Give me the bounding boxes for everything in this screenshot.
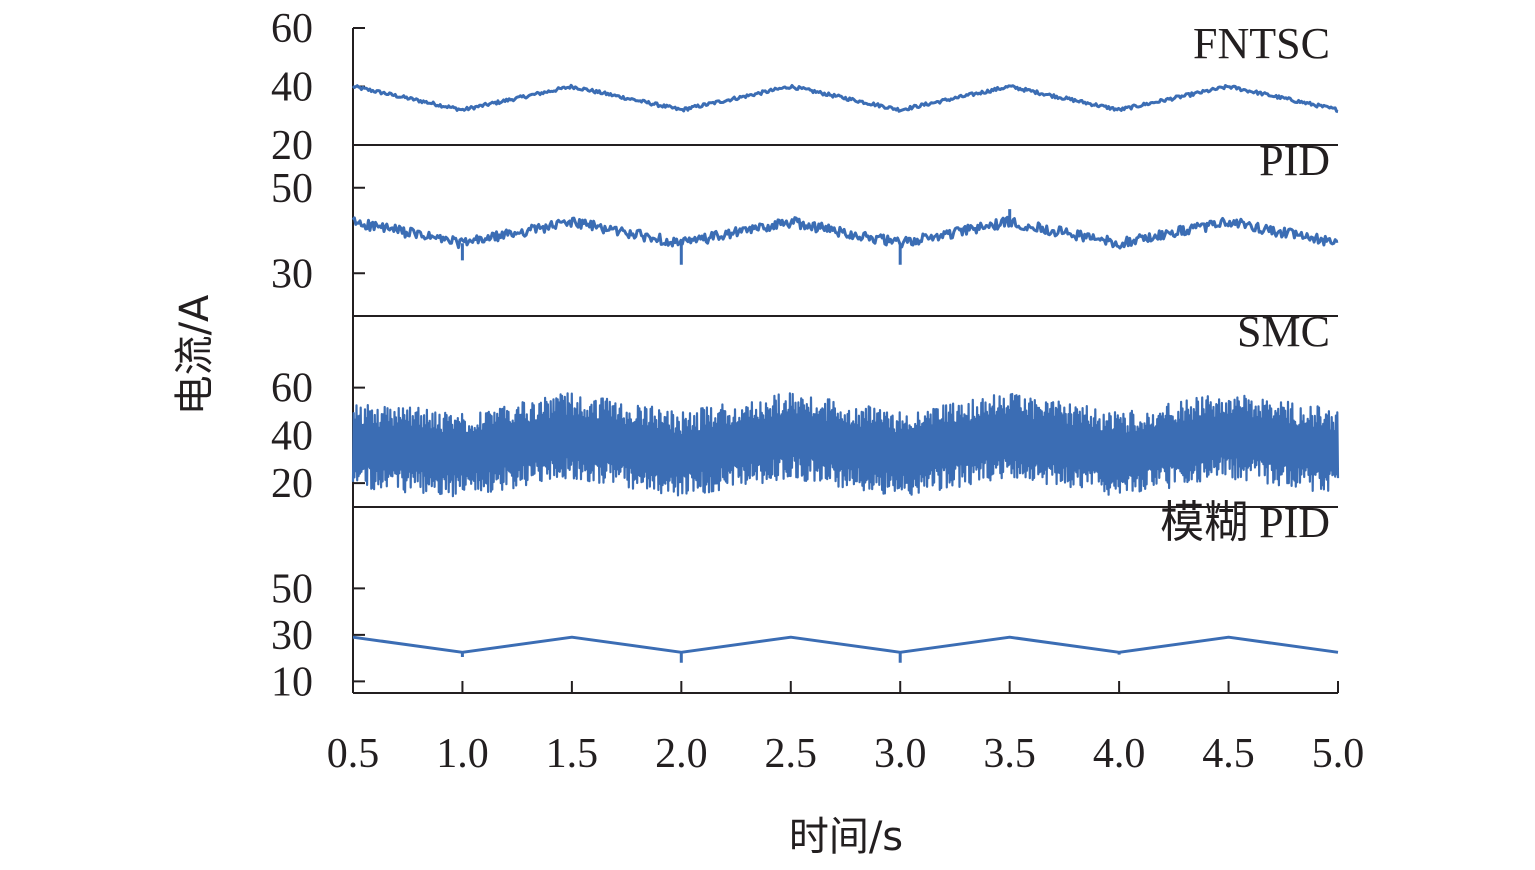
series-label: PID <box>1259 136 1330 185</box>
x-tick-label: 2.0 <box>655 731 708 777</box>
y-tick-label: 20 <box>271 461 313 507</box>
y-tick-label: 30 <box>271 613 313 659</box>
y-tick-label: 40 <box>271 65 313 111</box>
x-tick-label: 1.5 <box>546 731 599 777</box>
series-line <box>351 83 1339 114</box>
series-label: 模糊 PID <box>1160 498 1330 547</box>
x-tick-label: 1.0 <box>436 731 489 777</box>
x-tick-label: 4.5 <box>1202 731 1255 777</box>
y-tick-label: 60 <box>271 366 313 412</box>
x-axis: 0.5 1.0 1.5 2.0 2.5 3.0 3.5 4.0 4.5 5.0 <box>327 681 1365 777</box>
y-tick-label: 20 <box>271 123 313 169</box>
x-tick-label: 0.5 <box>327 731 380 777</box>
y-tick-label: 50 <box>271 566 313 612</box>
y-tick-label: 30 <box>271 251 313 297</box>
x-axis-title: 时间/s <box>789 814 903 860</box>
x-tick-label: 2.5 <box>765 731 818 777</box>
series-line <box>351 392 1340 498</box>
series-line <box>351 209 1339 265</box>
x-tick-label: 5.0 <box>1312 731 1365 777</box>
x-tick-label: 3.5 <box>983 731 1036 777</box>
panel-2: 50 30 PID <box>271 136 1339 317</box>
y-tick-label: 40 <box>271 413 313 459</box>
series-label: SMC <box>1237 307 1330 356</box>
series-label: FNTSC <box>1193 19 1330 68</box>
x-tick-label: 3.0 <box>874 731 927 777</box>
x-tick-label: 4.0 <box>1093 731 1146 777</box>
y-tick-label: 10 <box>271 659 313 705</box>
y-tick-label: 50 <box>271 166 313 212</box>
series-line <box>352 635 1339 663</box>
y-axis-title: 电流/A <box>172 294 218 415</box>
y-tick-label: 60 <box>271 6 313 52</box>
panel-1: 60 40 20 FNTSC <box>271 6 1339 169</box>
